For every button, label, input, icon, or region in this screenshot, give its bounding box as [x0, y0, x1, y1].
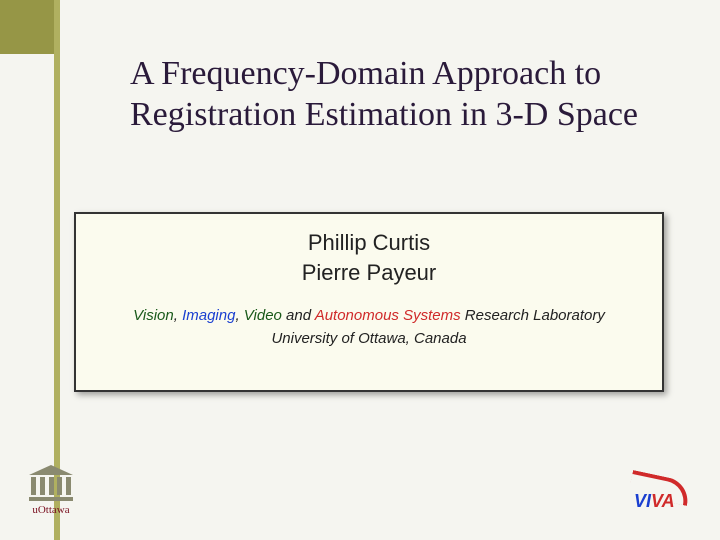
corner-accent-box	[0, 0, 54, 54]
viva-text-blue: VI	[634, 491, 651, 511]
uottawa-label: uOttawa	[16, 504, 86, 516]
vertical-accent-bar	[54, 0, 60, 540]
viva-text-red: VA	[651, 491, 675, 511]
lab-affiliation: Vision, Imaging, Video and Autonomous Sy…	[96, 307, 642, 324]
university-line: University of Ottawa, Canada	[96, 330, 642, 347]
lab-word-imaging: Imaging	[182, 307, 235, 324]
lab-word-autonomous: Autonomous Systems	[315, 307, 461, 324]
author-info-box: Phillip Curtis Pierre Payeur Vision, Ima…	[74, 212, 664, 392]
viva-logo: VIVA	[628, 474, 700, 512]
uottawa-logo: uOttawa	[16, 465, 86, 516]
lab-word-vision: Vision	[133, 307, 174, 324]
slide-title: A Frequency-Domain Approach to Registrat…	[130, 54, 650, 136]
author-name-2: Pierre Payeur	[96, 258, 642, 288]
viva-text: VIVA	[634, 491, 675, 512]
author-name-1: Phillip Curtis	[96, 228, 642, 258]
lab-word-video: Video	[244, 307, 282, 324]
building-icon	[29, 465, 73, 501]
